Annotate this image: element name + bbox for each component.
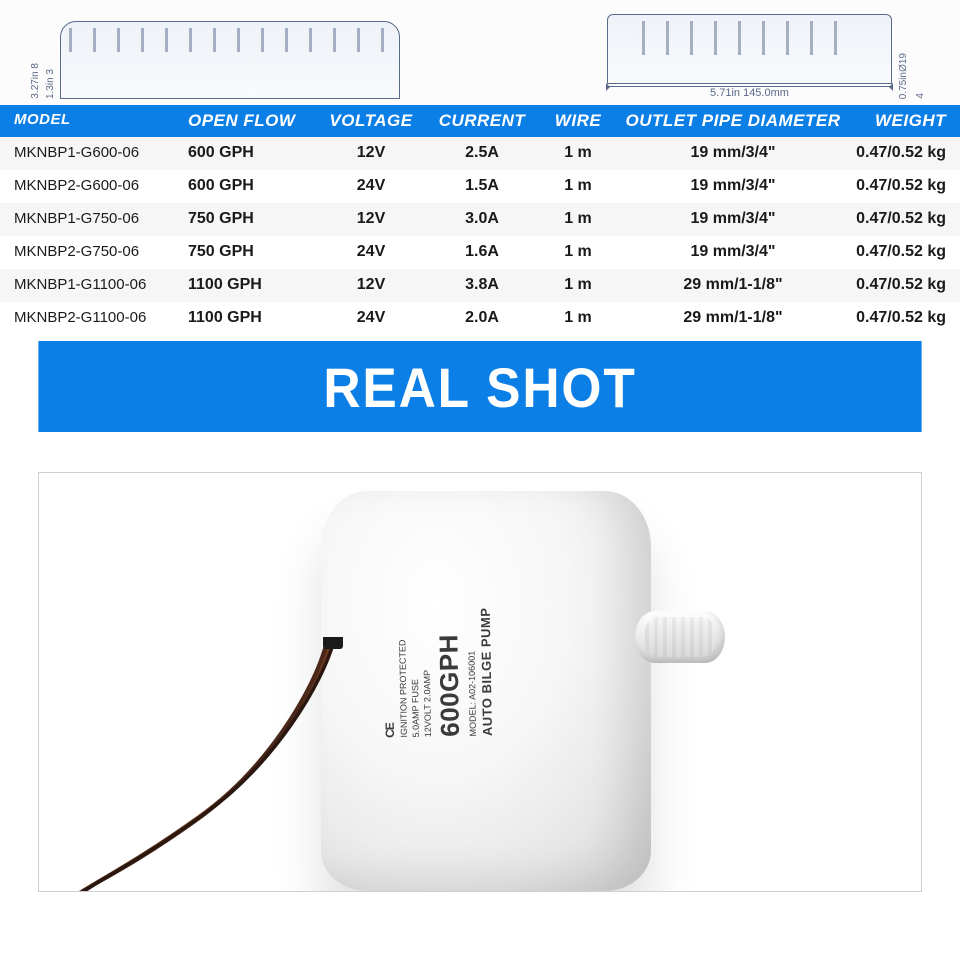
diagram-front: 3.27in 8 1.3in 3 (30, 21, 400, 99)
real-shot-banner: REAL SHOT (38, 341, 921, 432)
table-cell: MKNBP1-G1100-06 (0, 276, 188, 294)
product-area: CE IGNITION PROTECTED 5.0AMP FUSE 12VOLT… (0, 432, 960, 892)
table-cell: 1100 GPH (188, 309, 316, 327)
table-cell: 1.5A (426, 177, 538, 195)
wireframe-side (607, 14, 892, 84)
table-row: MKNBP2-G1100-061100 GPH24V2.0A1 m29 mm/1… (0, 302, 960, 335)
table-cell: 3.0A (426, 210, 538, 228)
col-flow: OPEN FLOW (188, 111, 316, 131)
table-cell: 600 GPH (188, 177, 316, 195)
table-cell: 1100 GPH (188, 276, 316, 294)
dimension-diagrams: 3.27in 8 1.3in 3 5.71in 145.0mm Ø19 0.75… (0, 0, 960, 105)
table-cell: 24V (316, 309, 426, 327)
table-cell: 12V (316, 276, 426, 294)
table-cell: 19 mm/3/4" (618, 144, 848, 162)
table-cell: 29 mm/1-1/8" (618, 276, 848, 294)
table-cell: 0.47/0.52 kg (848, 243, 960, 261)
table-cell: MKNBP2-G600-06 (0, 177, 188, 195)
table-cell: 1 m (538, 144, 618, 162)
dim-height: 3.27in 8 (30, 63, 41, 99)
label-gph: 600GPH (431, 505, 466, 738)
table-cell: 0.47/0.52 kg (848, 177, 960, 195)
product-frame: CE IGNITION PROTECTED 5.0AMP FUSE 12VOLT… (38, 472, 922, 892)
table-cell: 750 GPH (188, 243, 316, 261)
table-cell: 1 m (538, 243, 618, 261)
table-cell: 1 m (538, 309, 618, 327)
spec-table-body: MKNBP1-G600-06600 GPH12V2.5A1 m19 mm/3/4… (0, 137, 960, 335)
table-cell: 1 m (538, 177, 618, 195)
col-wire: WIRE (538, 111, 618, 131)
table-cell: 1.6A (426, 243, 538, 261)
col-current: CURRENT (426, 111, 538, 131)
table-cell: 29 mm/1-1/8" (618, 309, 848, 327)
label-title: AUTO BILGE PUMP (476, 504, 495, 736)
col-pipe: OUTLET PIPE DIAMETER (618, 111, 848, 131)
wireframe-front (60, 21, 400, 99)
spec-table-header: MODEL OPEN FLOW VOLTAGE CURRENT WIRE OUT… (0, 105, 960, 137)
dim-nozzle-dia: Ø19 (898, 53, 909, 72)
table-row: MKNBP2-G750-06750 GPH24V1.6A1 m19 mm/3/4… (0, 236, 960, 269)
pump-nozzle (635, 611, 725, 663)
table-cell: 2.0A (426, 309, 538, 327)
table-cell: 12V (316, 210, 426, 228)
table-cell: 2.5A (426, 144, 538, 162)
table-cell: 3.8A (426, 276, 538, 294)
table-cell: 19 mm/3/4" (618, 210, 848, 228)
pump-label: CE IGNITION PROTECTED 5.0AMP FUSE 12VOLT… (365, 504, 509, 738)
table-cell: 12V (316, 144, 426, 162)
table-cell: 24V (316, 243, 426, 261)
col-model: MODEL (0, 111, 188, 131)
table-cell: 1 m (538, 276, 618, 294)
dim-inner: 1.3in 3 (45, 69, 56, 99)
pump-body: CE IGNITION PROTECTED 5.0AMP FUSE 12VOLT… (321, 491, 651, 891)
table-cell: 0.47/0.52 kg (848, 309, 960, 327)
table-cell: MKNBP1-G600-06 (0, 144, 188, 162)
dim-width: 5.71in 145.0mm (607, 86, 892, 99)
table-cell: 19 mm/3/4" (618, 177, 848, 195)
table-cell: MKNBP2-G1100-06 (0, 309, 188, 327)
pump-wires (69, 637, 349, 892)
table-row: MKNBP2-G600-06600 GPH24V1.5A1 m19 mm/3/4… (0, 170, 960, 203)
dim-side-height: 4 (915, 93, 926, 99)
diagram-side: 5.71in 145.0mm Ø19 0.75in 4 (607, 14, 930, 99)
table-cell: 0.47/0.52 kg (848, 210, 960, 228)
col-voltage: VOLTAGE (316, 111, 426, 131)
table-cell: MKNBP1-G750-06 (0, 210, 188, 228)
table-cell: 600 GPH (188, 144, 316, 162)
table-cell: 0.47/0.52 kg (848, 276, 960, 294)
table-cell: 750 GPH (188, 210, 316, 228)
table-cell: 19 mm/3/4" (618, 243, 848, 261)
table-row: MKNBP1-G600-06600 GPH12V2.5A1 m19 mm/3/4… (0, 137, 960, 170)
table-cell: 1 m (538, 210, 618, 228)
table-cell: MKNBP2-G750-06 (0, 243, 188, 261)
table-cell: 0.47/0.52 kg (848, 144, 960, 162)
label-ce: CE (379, 506, 397, 738)
table-cell: 24V (316, 177, 426, 195)
table-row: MKNBP1-G1100-061100 GPH12V3.8A1 m29 mm/1… (0, 269, 960, 302)
dim-nozzle-in: 0.75in (898, 72, 909, 99)
col-weight: WEIGHT (848, 111, 960, 131)
table-row: MKNBP1-G750-06750 GPH12V3.0A1 m19 mm/3/4… (0, 203, 960, 236)
